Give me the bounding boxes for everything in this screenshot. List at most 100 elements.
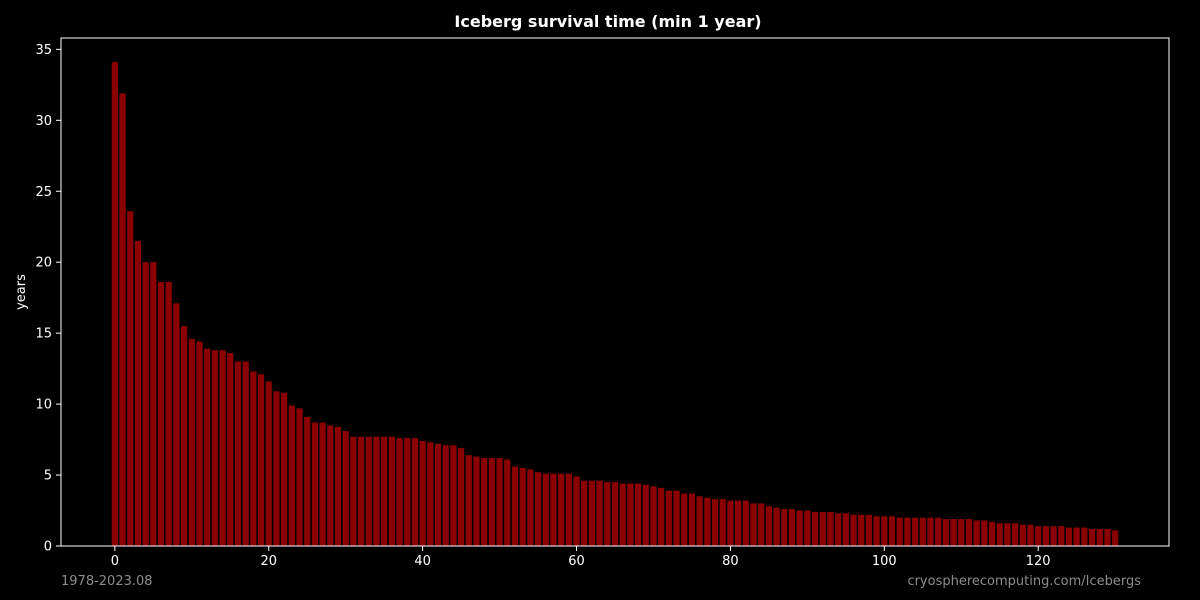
bar bbox=[319, 422, 326, 546]
bar bbox=[134, 240, 142, 547]
bar bbox=[157, 282, 165, 546]
bar bbox=[988, 521, 996, 546]
bar bbox=[488, 458, 495, 546]
x-tick-label: 0 bbox=[111, 554, 119, 569]
bar bbox=[211, 350, 218, 546]
bar bbox=[411, 438, 419, 546]
bar bbox=[434, 443, 442, 546]
bar-series bbox=[111, 62, 1119, 547]
bar bbox=[842, 513, 849, 546]
y-tick-label: 10 bbox=[35, 398, 52, 413]
bar bbox=[219, 350, 226, 546]
bar bbox=[888, 516, 896, 546]
bar bbox=[627, 483, 634, 546]
bar bbox=[719, 499, 726, 546]
bar bbox=[750, 503, 757, 546]
bar bbox=[981, 520, 988, 546]
y-tick-label: 20 bbox=[35, 256, 52, 271]
bar bbox=[111, 62, 118, 547]
bar bbox=[873, 516, 880, 546]
bar bbox=[681, 493, 688, 546]
bar bbox=[511, 466, 519, 546]
bar bbox=[519, 467, 526, 546]
bar bbox=[665, 490, 672, 546]
bar bbox=[281, 392, 288, 546]
bar bbox=[250, 371, 257, 546]
bar bbox=[1027, 524, 1034, 546]
bar bbox=[265, 381, 272, 546]
x-tick-label: 40 bbox=[414, 554, 431, 569]
bar bbox=[204, 348, 211, 546]
bar bbox=[912, 517, 919, 546]
bar bbox=[427, 442, 434, 546]
bar bbox=[458, 448, 465, 546]
y-axis-label: years bbox=[14, 274, 29, 310]
bar bbox=[758, 503, 765, 546]
bar bbox=[1042, 526, 1049, 546]
bar bbox=[619, 483, 626, 546]
bar bbox=[188, 338, 195, 546]
bar bbox=[142, 262, 149, 546]
bar bbox=[504, 459, 511, 546]
x-tick-label: 100 bbox=[872, 554, 897, 569]
y-tick-label: 30 bbox=[35, 114, 52, 129]
footer-source-link: cryospherecomputing.com/Icebergs bbox=[907, 574, 1141, 589]
bar bbox=[1073, 527, 1080, 546]
bar bbox=[1035, 526, 1042, 546]
bar bbox=[304, 416, 311, 546]
x-tick-label: 80 bbox=[722, 554, 739, 569]
bar bbox=[542, 473, 549, 546]
bar bbox=[688, 493, 696, 546]
footer-date-range: 1978-2023.08 bbox=[61, 574, 153, 589]
bar bbox=[796, 510, 803, 546]
bar bbox=[257, 374, 265, 546]
bar bbox=[781, 509, 788, 546]
bar bbox=[396, 438, 403, 546]
bar bbox=[242, 361, 249, 546]
bar bbox=[581, 480, 588, 546]
x-tick-label: 60 bbox=[568, 554, 585, 569]
bar bbox=[196, 341, 203, 546]
bar bbox=[650, 486, 657, 546]
bar bbox=[1004, 523, 1011, 546]
bar bbox=[804, 510, 811, 546]
bar bbox=[358, 436, 365, 546]
x-tick-label: 20 bbox=[260, 554, 277, 569]
bar bbox=[1065, 527, 1073, 546]
x-axis: 0 20 40 60 80 100 120 bbox=[111, 546, 1051, 569]
bar bbox=[527, 469, 534, 546]
bar bbox=[473, 456, 480, 546]
bar bbox=[642, 484, 649, 546]
bar bbox=[788, 509, 796, 546]
bar bbox=[1081, 527, 1088, 546]
bar bbox=[996, 523, 1003, 546]
y-tick-label: 5 bbox=[44, 469, 52, 484]
bar bbox=[1112, 530, 1119, 546]
bar bbox=[742, 500, 749, 546]
bar bbox=[419, 440, 426, 546]
bar bbox=[181, 326, 188, 546]
bar bbox=[673, 490, 680, 546]
bar bbox=[327, 425, 334, 546]
x-tick-label: 120 bbox=[1026, 554, 1051, 569]
bar bbox=[550, 473, 557, 546]
bar bbox=[596, 480, 603, 546]
y-tick-label: 0 bbox=[44, 540, 52, 555]
bar bbox=[773, 507, 780, 546]
bar bbox=[342, 431, 349, 546]
bar bbox=[965, 519, 973, 546]
bar bbox=[1050, 526, 1057, 546]
bar bbox=[273, 391, 280, 546]
bar bbox=[558, 473, 565, 546]
bar bbox=[465, 455, 472, 546]
bar bbox=[896, 517, 903, 546]
bar bbox=[404, 438, 411, 546]
bar bbox=[727, 500, 734, 546]
bar bbox=[150, 262, 157, 546]
bar bbox=[658, 487, 665, 546]
bar bbox=[173, 303, 180, 546]
y-tick-label: 25 bbox=[35, 185, 52, 200]
bar bbox=[904, 517, 911, 546]
bar bbox=[565, 473, 572, 546]
chart-title: Iceberg survival time (min 1 year) bbox=[454, 12, 761, 31]
